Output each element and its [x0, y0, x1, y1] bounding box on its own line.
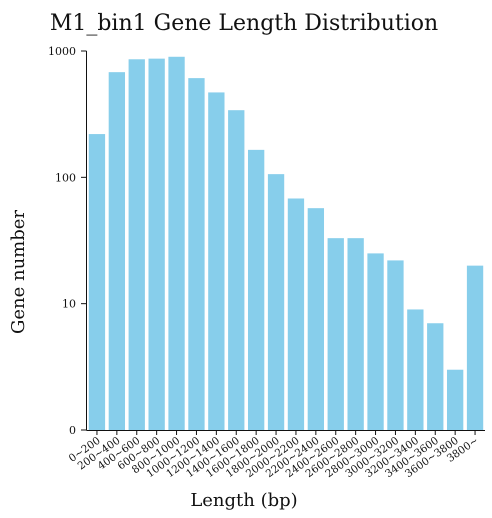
bar-400~600 [128, 59, 145, 430]
bar-2800~3000 [367, 253, 384, 430]
bar-3400~3600 [427, 323, 444, 430]
y-tick-label: 0 [69, 424, 76, 437]
bar-1800~2000 [267, 174, 285, 430]
chart-title: M1_bin1 Gene Length Distribution [50, 11, 438, 36]
bar-3800~ [466, 265, 484, 430]
bar-3600~3800 [446, 369, 464, 430]
bar-1200~1400 [208, 92, 225, 431]
bar-2000~2200 [287, 198, 305, 430]
bar-2400~2600 [327, 238, 344, 430]
bars-group [88, 56, 484, 431]
bar-1600~1800 [247, 149, 265, 431]
y-axis: 0 10 100 1000 [48, 45, 87, 437]
bar-2600~2800 [347, 238, 364, 430]
y-axis-label: Gene number [8, 210, 29, 334]
x-axis: 0~200200~400400~600600~800800~10001000~1… [67, 430, 485, 480]
bar-2200~2400 [307, 208, 325, 430]
y-tick-label: 100 [55, 171, 76, 184]
bar-3000~3200 [387, 260, 404, 430]
bar-3200~3400 [407, 309, 424, 430]
bar-200~400 [108, 72, 126, 430]
bar-800~1000 [168, 56, 185, 430]
x-axis-label: Length (bp) [190, 490, 297, 511]
y-tick-label: 1000 [48, 45, 76, 58]
bar-1400~1600 [228, 110, 245, 430]
bar-0~200 [88, 134, 106, 430]
bar-1000~1200 [188, 78, 205, 431]
bar-600~800 [148, 58, 165, 430]
y-tick-label: 10 [62, 298, 76, 311]
